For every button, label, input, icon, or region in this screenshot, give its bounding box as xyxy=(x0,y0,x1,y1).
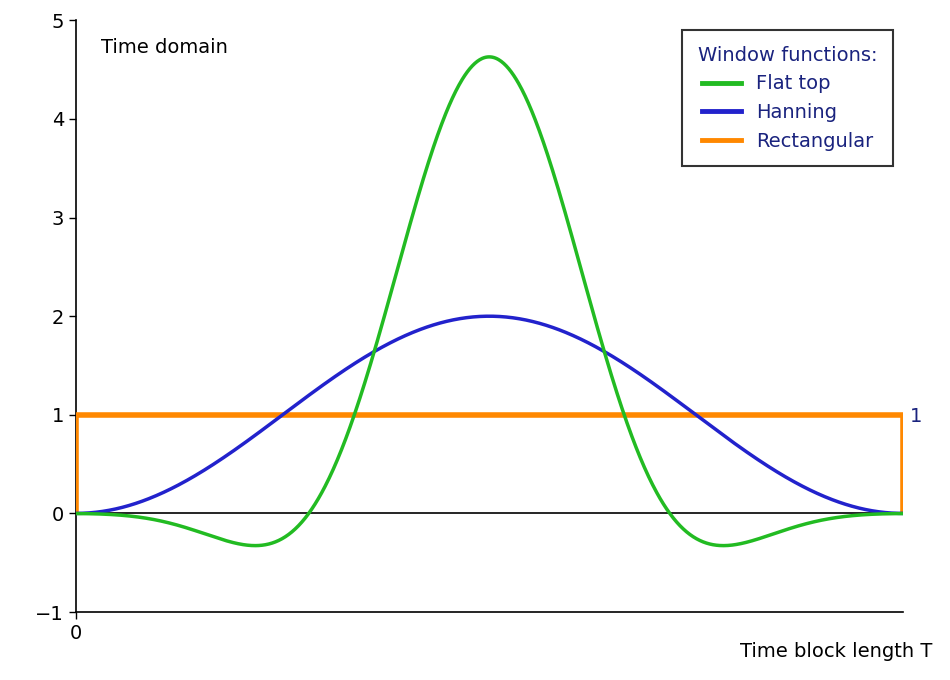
Text: Time domain: Time domain xyxy=(101,38,228,57)
Legend: Flat top, Hanning, Rectangular: Flat top, Hanning, Rectangular xyxy=(682,30,893,167)
X-axis label: Time block length T: Time block length T xyxy=(740,642,933,660)
